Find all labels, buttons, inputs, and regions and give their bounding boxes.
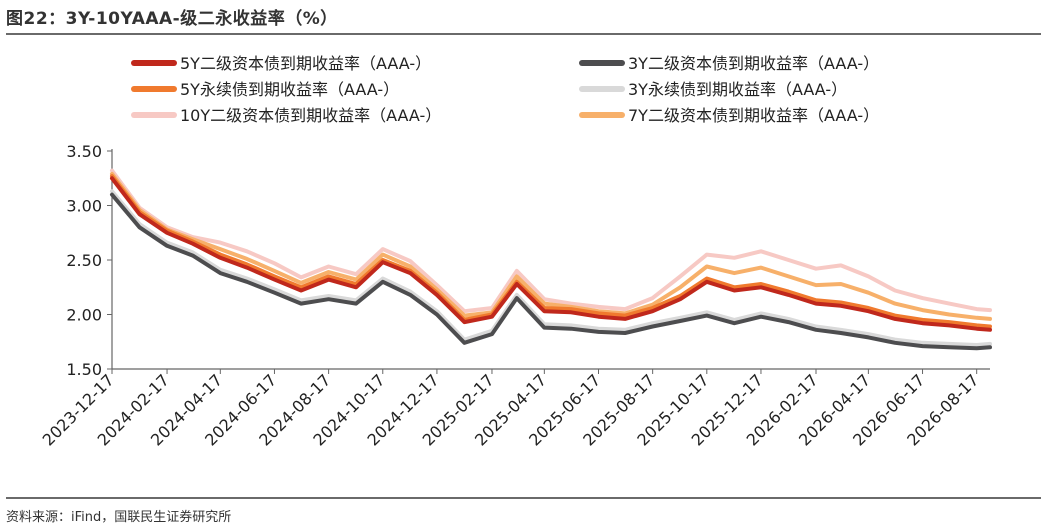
- y-tick-label: 2.50: [66, 251, 102, 270]
- legend-label: 5Y二级资本债到期收益率（AAA-）: [180, 54, 431, 73]
- top-divider: [6, 33, 1041, 35]
- series-lines: [110, 168, 992, 351]
- y-tick-label: 1.50: [66, 360, 102, 379]
- series-line: [110, 171, 992, 321]
- chart-title: 图22：3Y-10YAAA-级二永收益率（%）: [6, 9, 338, 29]
- y-tick-label: 2.00: [66, 306, 102, 325]
- series-line: [110, 189, 992, 347]
- legend-label: 7Y二级资本债到期收益率（AAA-）: [628, 106, 879, 125]
- series-line: [110, 168, 992, 314]
- legend-label: 5Y永续债到期收益率（AAA-）: [180, 80, 399, 99]
- legend-label: 3Y二级资本债到期收益率（AAA-）: [628, 54, 879, 73]
- legend: 5Y二级资本债到期收益率（AAA-） 3Y二级资本债到期收益率（AAA-） 5Y永续…: [131, 54, 879, 125]
- legend-label: 3Y永续债到期收益率（AAA-）: [628, 80, 847, 99]
- series-line: [110, 174, 992, 329]
- y-tick-label: 3.50: [66, 142, 102, 161]
- y-tick-label: 3.00: [66, 197, 102, 216]
- bottom-divider: [6, 497, 1041, 499]
- legend-label: 10Y二级资本债到期收益率（AAA-）: [180, 106, 441, 125]
- source-note: 资料来源：iFind，国联民生证券研究所: [6, 510, 232, 525]
- series-line: [110, 176, 992, 332]
- series-line: [110, 192, 992, 351]
